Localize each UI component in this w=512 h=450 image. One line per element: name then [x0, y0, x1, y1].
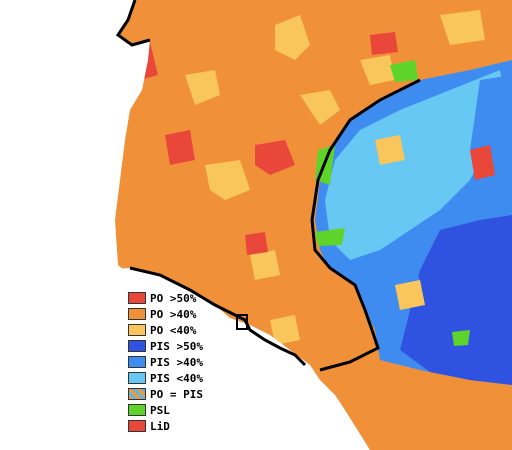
region-po-under-40-d [300, 90, 340, 125]
border-enclave [236, 314, 248, 330]
region-po-under-40-f [360, 55, 395, 85]
region-po-under-40-e [375, 135, 405, 165]
legend-swatch-pis-over-40 [128, 356, 146, 368]
region-psl-a [390, 60, 418, 82]
legend-swatch-po-over-40 [128, 308, 146, 320]
region-po-over-50-a [255, 140, 295, 175]
map-legend: PO >50% PO >40% PO <40% PIS >50% PIS >40% PIS… [128, 290, 203, 434]
legend-label-pis-under-40: PIS <40% [150, 371, 203, 385]
legend-label-po-over-40: PO >40% [150, 307, 197, 321]
region-po-over-50-f [470, 145, 495, 180]
legend-item-psl: PSL [128, 402, 203, 418]
legend-label-pis-over-50: PIS >50% [150, 339, 203, 353]
legend-swatch-pis-over-50 [128, 340, 146, 352]
legend-swatch-pis-under-40 [128, 372, 146, 384]
legend-swatch-po-under-40 [128, 324, 146, 336]
legend-item-po-over-50: PO >50% [128, 290, 203, 306]
legend-item-po-under-40: PO <40% [128, 322, 203, 338]
region-pis-over-50 [400, 215, 512, 385]
legend-swatch-po-over-50 [128, 292, 146, 304]
legend-item-lid: LiD [128, 418, 203, 434]
region-psl-c [315, 228, 345, 246]
legend-label-po-equals-pis: PO = PIS [150, 387, 203, 401]
legend-item-po-equals-pis: PO = PIS [128, 386, 203, 402]
legend-item-pis-over-40: PIS >40% [128, 354, 203, 370]
region-psl-d [452, 330, 470, 346]
outside-area-northwest [0, 0, 150, 275]
border-line-west [115, 0, 151, 47]
region-po-under-40-i [395, 280, 425, 310]
legend-item-pis-under-40: PIS <40% [128, 370, 203, 386]
legend-label-pis-over-40: PIS >40% [150, 355, 203, 369]
region-po-over-50-c [370, 32, 398, 55]
region-po-over-50-b [165, 130, 195, 165]
region-po-under-40-g [440, 10, 485, 45]
border-line-east [310, 78, 421, 372]
region-po-under-40-c [205, 160, 250, 200]
region-po-under-40-h [250, 250, 280, 280]
region-po-under-40-a [275, 15, 310, 60]
legend-item-pis-over-50: PIS >50% [128, 338, 203, 354]
region-pis-under-40 [325, 70, 505, 260]
legend-label-psl: PSL [150, 403, 170, 417]
region-po-under-40-j [270, 315, 300, 345]
outside-area-southwest [0, 268, 370, 450]
legend-swatch-lid [128, 420, 146, 432]
border-line-south [129, 266, 307, 367]
legend-swatch-po-equals-pis [128, 388, 146, 400]
region-po-over-50-e [245, 232, 268, 255]
legend-item-po-over-40: PO >40% [128, 306, 203, 322]
region-po-under-40-b [185, 70, 220, 105]
legend-label-po-over-50: PO >50% [150, 291, 197, 305]
legend-label-lid: LiD [150, 419, 170, 433]
legend-swatch-psl [128, 404, 146, 416]
legend-label-po-under-40: PO <40% [150, 323, 197, 337]
